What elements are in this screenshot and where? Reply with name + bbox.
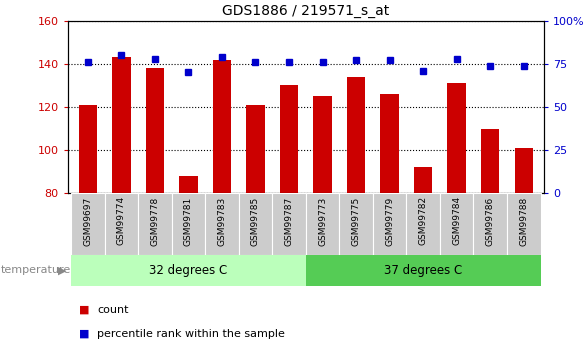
Text: GSM99787: GSM99787 — [285, 196, 293, 246]
Bar — [507, 193, 540, 255]
Bar — [481, 128, 499, 193]
Bar — [473, 193, 507, 255]
Text: percentile rank within the sample: percentile rank within the sample — [97, 329, 285, 339]
Bar — [138, 193, 172, 255]
Text: GSM99774: GSM99774 — [117, 196, 126, 245]
Text: GSM99786: GSM99786 — [486, 196, 495, 246]
Bar — [146, 68, 164, 193]
Bar — [79, 105, 97, 193]
Text: GSM99782: GSM99782 — [419, 196, 427, 245]
Title: GDS1886 / 219571_s_at: GDS1886 / 219571_s_at — [222, 4, 389, 18]
Text: GSM99779: GSM99779 — [385, 196, 394, 246]
Bar — [172, 193, 205, 255]
Text: count: count — [97, 305, 129, 315]
Bar — [213, 59, 231, 193]
Bar — [306, 193, 339, 255]
Text: temperature: temperature — [1, 266, 71, 275]
Bar — [71, 193, 105, 255]
Bar — [112, 57, 131, 193]
Text: ■: ■ — [79, 305, 90, 315]
Text: ■: ■ — [79, 329, 90, 339]
Bar — [239, 193, 272, 255]
Bar — [313, 96, 332, 193]
Text: ▶: ▶ — [58, 266, 66, 275]
Bar — [347, 77, 365, 193]
Text: GSM99785: GSM99785 — [251, 196, 260, 246]
Bar — [380, 94, 399, 193]
Bar — [514, 148, 533, 193]
Bar — [414, 167, 432, 193]
Bar — [406, 193, 440, 255]
Bar — [280, 85, 298, 193]
Bar — [339, 193, 373, 255]
Bar — [373, 193, 406, 255]
Text: GSM99788: GSM99788 — [519, 196, 528, 246]
Text: GSM99784: GSM99784 — [452, 196, 461, 245]
Text: GSM99773: GSM99773 — [318, 196, 327, 246]
Text: 32 degrees C: 32 degrees C — [149, 264, 228, 277]
Text: 37 degrees C: 37 degrees C — [384, 264, 462, 277]
Bar — [179, 176, 198, 193]
Bar — [246, 105, 265, 193]
Text: GSM99783: GSM99783 — [218, 196, 226, 246]
Text: GSM99697: GSM99697 — [83, 196, 92, 246]
Bar — [71, 255, 306, 286]
Bar — [205, 193, 239, 255]
Bar — [306, 255, 540, 286]
Bar — [272, 193, 306, 255]
Text: GSM99778: GSM99778 — [151, 196, 159, 246]
Text: GSM99775: GSM99775 — [352, 196, 360, 246]
Bar — [440, 193, 473, 255]
Text: GSM99781: GSM99781 — [184, 196, 193, 246]
Bar — [447, 83, 466, 193]
Bar — [105, 193, 138, 255]
